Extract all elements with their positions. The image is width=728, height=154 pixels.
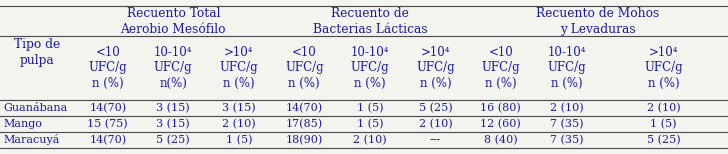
Text: 10-10⁴
UFC/g
n(%): 10-10⁴ UFC/g n(%) <box>154 47 193 89</box>
Text: 7 (35): 7 (35) <box>550 135 583 145</box>
Text: 5 (25): 5 (25) <box>646 135 681 145</box>
Text: >10⁴
UFC/g
n (%): >10⁴ UFC/g n (%) <box>416 47 455 89</box>
Text: >10⁴
UFC/g
n (%): >10⁴ UFC/g n (%) <box>644 47 683 89</box>
Text: 12 (60): 12 (60) <box>480 119 521 129</box>
Text: 10-10⁴
UFC/g
n (%): 10-10⁴ UFC/g n (%) <box>350 47 389 89</box>
Text: 3 (15): 3 (15) <box>222 103 256 113</box>
Text: 3 (15): 3 (15) <box>157 103 190 113</box>
Text: 2 (10): 2 (10) <box>353 135 387 145</box>
Text: 7 (35): 7 (35) <box>550 119 583 129</box>
Text: 8 (40): 8 (40) <box>484 135 518 145</box>
Text: >10⁴
UFC/g
n (%): >10⁴ UFC/g n (%) <box>219 47 258 89</box>
Text: ---: --- <box>430 135 441 145</box>
Text: 14(70): 14(70) <box>286 103 323 113</box>
Text: 18(90): 18(90) <box>285 135 323 145</box>
Text: 1 (5): 1 (5) <box>357 103 383 113</box>
Text: Mango: Mango <box>4 119 42 129</box>
Text: 2 (10): 2 (10) <box>550 103 583 113</box>
Text: Guanábana: Guanábana <box>4 103 68 113</box>
Text: 1 (5): 1 (5) <box>650 119 677 129</box>
Text: 14(70): 14(70) <box>90 103 126 113</box>
Text: <10
UFC/g
n (%): <10 UFC/g n (%) <box>481 47 521 89</box>
Text: Tipo de
pulpa: Tipo de pulpa <box>15 38 60 67</box>
Text: Recuento de
Bacterias Lácticas: Recuento de Bacterias Lácticas <box>312 6 427 36</box>
Text: 1 (5): 1 (5) <box>226 135 252 145</box>
Text: 16 (80): 16 (80) <box>480 103 521 113</box>
Text: 10-10⁴
UFC/g
n (%): 10-10⁴ UFC/g n (%) <box>547 47 586 89</box>
Text: 2 (10): 2 (10) <box>222 119 256 129</box>
Text: 14(70): 14(70) <box>90 135 126 145</box>
Text: 5 (25): 5 (25) <box>157 135 190 145</box>
Text: 5 (25): 5 (25) <box>419 103 452 113</box>
Text: <10
UFC/g
n (%): <10 UFC/g n (%) <box>285 47 324 89</box>
Text: 15 (75): 15 (75) <box>87 119 128 129</box>
Text: 2 (10): 2 (10) <box>419 119 452 129</box>
Text: Maracuyá: Maracuyá <box>4 134 60 146</box>
Text: 2 (10): 2 (10) <box>646 103 681 113</box>
Text: Recuento de Mohos
y Levaduras: Recuento de Mohos y Levaduras <box>537 6 660 36</box>
Text: Recuento Total
Aerobio Mesófilo: Recuento Total Aerobio Mesófilo <box>121 6 226 36</box>
Text: 1 (5): 1 (5) <box>357 119 383 129</box>
Text: 17(85): 17(85) <box>286 119 323 129</box>
Text: <10
UFC/g
n (%): <10 UFC/g n (%) <box>88 47 127 89</box>
Text: 3 (15): 3 (15) <box>157 119 190 129</box>
